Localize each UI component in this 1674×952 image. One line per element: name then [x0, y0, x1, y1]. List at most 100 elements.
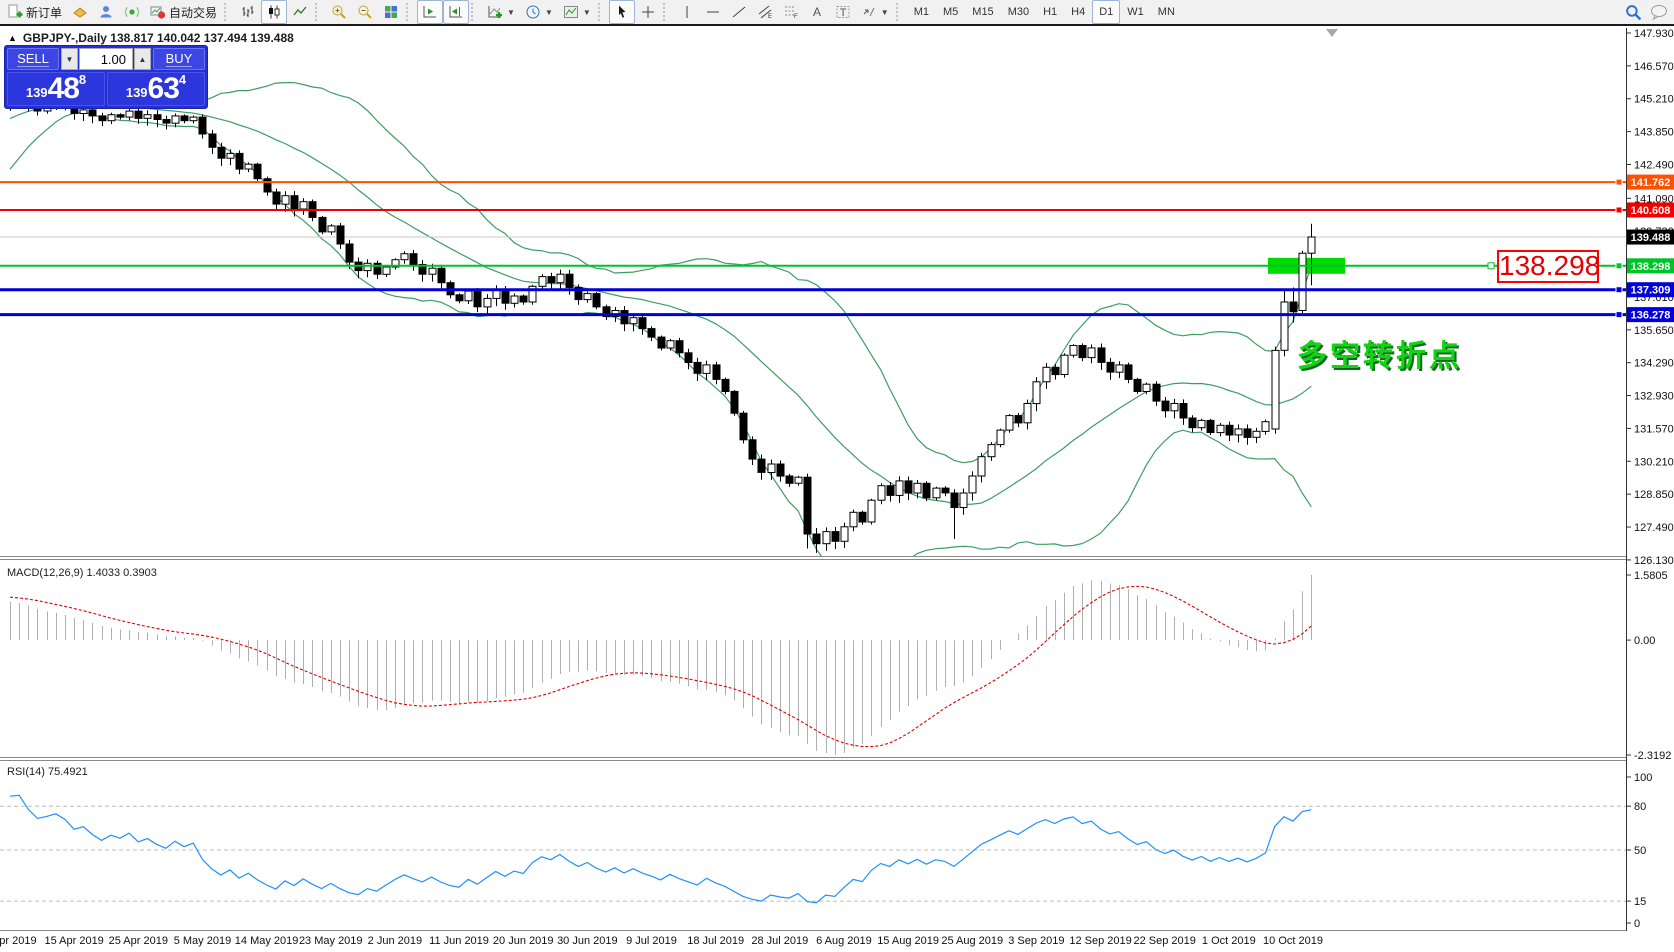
cursor-button[interactable]: [608, 0, 635, 24]
signals-button[interactable]: [119, 0, 145, 24]
toolbar: 新订单 自动交易: [0, 0, 1674, 26]
bar-chart-button[interactable]: [235, 0, 261, 24]
line-anchor-icon[interactable]: [1615, 286, 1623, 294]
dropdown-caret-icon: ▼: [582, 7, 591, 17]
buy-price[interactable]: 139 63 4: [107, 72, 205, 106]
text-button[interactable]: A: [804, 0, 830, 24]
dropdown-caret-icon: ▼: [544, 7, 553, 17]
horizontal-line-button[interactable]: [700, 0, 726, 24]
search-icon[interactable]: [1625, 4, 1642, 21]
timeframe-w1[interactable]: W1: [1127, 6, 1144, 18]
templates-button[interactable]: ▼: [558, 0, 596, 24]
svg-text:F: F: [794, 14, 798, 20]
annotation-text[interactable]: 多空转折点: [1297, 340, 1462, 373]
date-axis[interactable]: 5 Apr 2019 15 Apr 2019 25 Apr 2019 5 May 20…: [0, 935, 1323, 947]
toolbar-separator: [471, 3, 478, 21]
toolbar-right: [1625, 4, 1668, 21]
zoom-in-button[interactable]: [326, 0, 352, 24]
svg-text:11 Jun 2019: 11 Jun 2019: [429, 935, 489, 947]
svg-text:145.210: 145.210: [1634, 94, 1674, 106]
svg-text:25 Apr 2019: 25 Apr 2019: [109, 935, 168, 947]
chat-icon[interactable]: [1650, 4, 1668, 20]
tile-windows-icon: [385, 6, 398, 18]
svg-text:140.608: 140.608: [1631, 205, 1671, 217]
text-icon: A: [813, 5, 821, 19]
auto-scroll-button[interactable]: [417, 0, 444, 24]
dropdown-caret-icon: ▼: [880, 7, 889, 17]
indicators-icon: [488, 6, 503, 18]
timeframe-h1[interactable]: H1: [1043, 6, 1058, 18]
text-label-button[interactable]: T: [830, 0, 856, 24]
timeframe-m5[interactable]: M5: [943, 6, 959, 18]
candlestick-chart-button[interactable]: [261, 0, 288, 24]
price-callout-box[interactable]: 138.298: [1497, 250, 1601, 283]
new-order-button[interactable]: 新订单: [2, 0, 67, 24]
svg-text:0.00: 0.00: [1634, 635, 1655, 647]
chart-shift-button[interactable]: [443, 0, 470, 24]
symbol-ohlc-line: GBPJPY-,Daily 138.817 140.042 137.494 13…: [22, 31, 294, 45]
chart-shift-marker[interactable]: [1326, 29, 1338, 37]
autotrading-button[interactable]: 自动交易: [145, 0, 222, 24]
buy-button[interactable]: BUY: [153, 48, 205, 70]
tile-windows-button[interactable]: [378, 0, 404, 24]
svg-text:132.930: 132.930: [1634, 391, 1674, 403]
svg-text:15 Apr 2019: 15 Apr 2019: [44, 935, 103, 947]
volume-input[interactable]: 1.00: [79, 48, 133, 70]
line-anchor-icon[interactable]: [1615, 206, 1623, 214]
fibonacci-button[interactable]: F: [778, 0, 804, 24]
sell-price[interactable]: 139 48 8: [7, 72, 105, 106]
vertical-line-button[interactable]: [674, 0, 700, 24]
arrows-button[interactable]: ▼: [856, 0, 894, 24]
chart-header: ▲ GBPJPY-,Daily 138.817 140.042 137.494 …: [8, 31, 294, 45]
svg-text:E: E: [768, 14, 772, 20]
svg-text:14 May 2019: 14 May 2019: [235, 935, 299, 947]
zoom-out-button[interactable]: [352, 0, 378, 24]
svg-text:T: T: [840, 7, 847, 19]
callout-anchor-icon: [1487, 262, 1495, 270]
svg-text:141.762: 141.762: [1631, 177, 1671, 189]
volume-down-button[interactable]: ▼: [61, 48, 78, 70]
svg-text:136.278: 136.278: [1631, 310, 1671, 322]
svg-text:100: 100: [1634, 772, 1652, 784]
svg-text:20 Jun 2019: 20 Jun 2019: [493, 935, 554, 947]
indicators-button[interactable]: ▼: [482, 0, 520, 24]
collapse-triangle-icon[interactable]: ▲: [8, 33, 17, 43]
market-watch-button[interactable]: [93, 0, 119, 24]
zoom-out-icon: [358, 5, 372, 19]
svg-text:2 Jun 2019: 2 Jun 2019: [368, 935, 422, 947]
timeframe-d1[interactable]: D1: [1092, 0, 1121, 24]
toolbar-separator: [406, 3, 413, 21]
timeframe-h4[interactable]: H4: [1071, 6, 1086, 18]
price-axis[interactable]: 147.930 146.570 145.210 143.850 142.490 141.0…: [1626, 28, 1674, 930]
svg-text:22 Sep 2019: 22 Sep 2019: [1134, 935, 1196, 947]
timeframe-m1[interactable]: M1: [913, 6, 929, 18]
signals-icon: [124, 6, 140, 18]
text-label-icon: T: [836, 6, 850, 19]
svg-text:135.650: 135.650: [1634, 325, 1674, 337]
arrows-icon: [863, 7, 875, 17]
crosshair-button[interactable]: [635, 0, 661, 24]
crosshair-icon: [641, 6, 654, 18]
line-anchor-icon[interactable]: [1615, 311, 1623, 319]
timeframe-mn[interactable]: MN: [1157, 6, 1175, 18]
sell-button[interactable]: SELL: [7, 48, 59, 70]
periods-button[interactable]: ▼: [520, 0, 558, 24]
line-anchor-icon[interactable]: [1615, 262, 1623, 270]
chart-profile-button[interactable]: [67, 0, 93, 24]
timeframe-m15[interactable]: M15: [972, 6, 994, 18]
toolbar-separator: [662, 3, 670, 21]
svg-text:0: 0: [1634, 918, 1640, 930]
horizontal-line-icon: [706, 11, 719, 13]
trendline-button[interactable]: [726, 0, 752, 24]
svg-text:139.488: 139.488: [1631, 232, 1671, 244]
line-chart-button[interactable]: [287, 0, 313, 24]
line-anchor-icon[interactable]: [1615, 178, 1623, 186]
equidistant-channel-button[interactable]: E: [752, 0, 778, 24]
svg-text:143.850: 143.850: [1634, 127, 1674, 139]
toolbar-separator: [895, 3, 903, 21]
timeframe-m30[interactable]: M30: [1007, 6, 1030, 18]
volume-up-button[interactable]: ▲: [134, 48, 151, 70]
svg-text:146.570: 146.570: [1634, 61, 1674, 73]
